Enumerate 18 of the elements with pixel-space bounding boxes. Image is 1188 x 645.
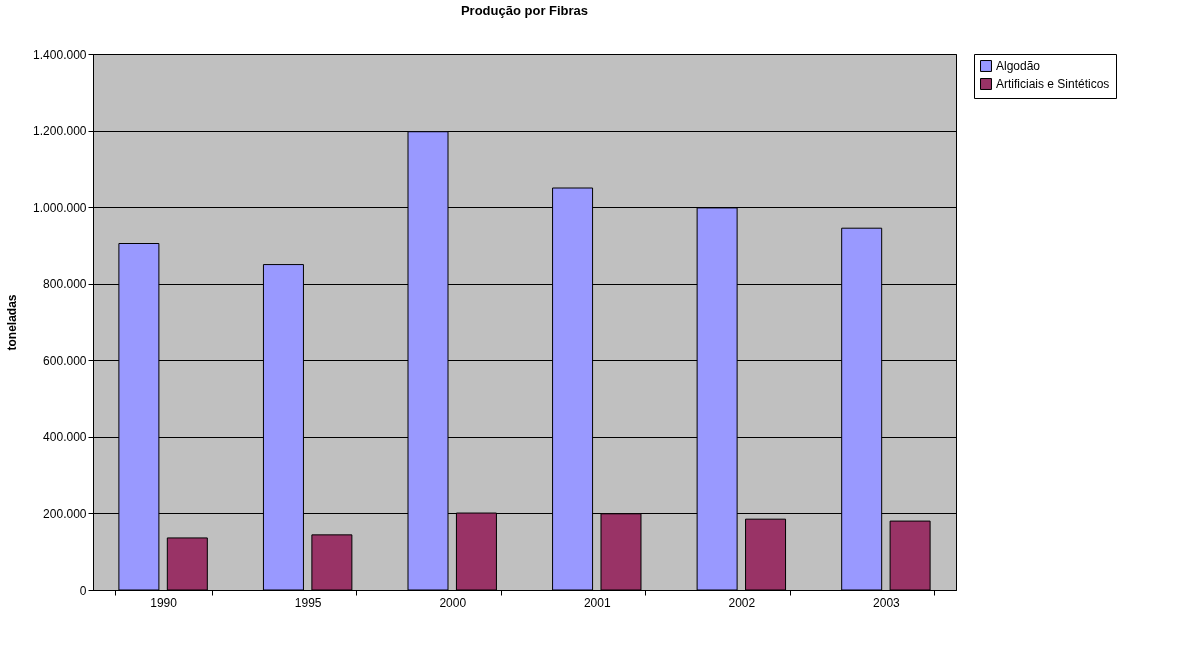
y-tick-label: 800.000 bbox=[43, 277, 87, 292]
x-tick-label: 2000 bbox=[439, 595, 467, 610]
y-tick-label: 1.000.000 bbox=[33, 200, 87, 215]
y-tick-label: 1.400.000 bbox=[33, 47, 87, 62]
y-tick-label: 400.000 bbox=[43, 430, 87, 445]
chart-title: Produção por Fibras bbox=[460, 3, 589, 18]
y-tick-label: 600.000 bbox=[43, 353, 87, 368]
x-tick-label: 1995 bbox=[294, 595, 322, 610]
x-tick-label: 2003 bbox=[873, 595, 901, 610]
y-axis-title: toneladas bbox=[5, 294, 20, 351]
x-tick-label: 2001 bbox=[583, 595, 611, 610]
legend-label: Artificiais e Sintéticos bbox=[996, 77, 1110, 91]
y-tick-label: 200.000 bbox=[43, 506, 87, 521]
y-tick-label: 1.200.000 bbox=[33, 124, 87, 139]
x-tick-label: 1990 bbox=[150, 595, 178, 610]
legend-label: Algodão bbox=[996, 59, 1041, 73]
y-tick-label: 0 bbox=[79, 583, 87, 598]
x-tick-label: 2002 bbox=[728, 595, 756, 610]
